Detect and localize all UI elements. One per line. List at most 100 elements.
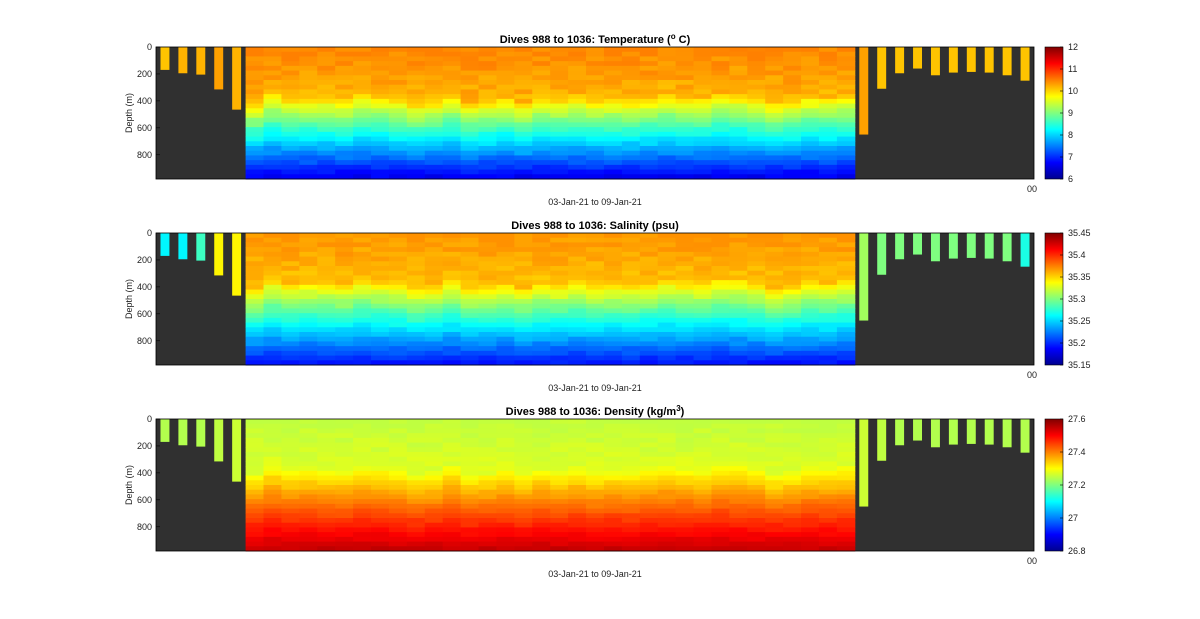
section-cell	[747, 536, 766, 543]
section-cell	[586, 122, 605, 128]
section-cell	[317, 256, 336, 262]
colorbar-tick-label: 35.15	[1068, 360, 1091, 370]
section-cell	[532, 117, 551, 123]
section-cell	[532, 423, 551, 429]
section-cell	[675, 313, 695, 319]
section-cell	[353, 117, 372, 123]
section-cell	[729, 237, 748, 243]
section-cell	[711, 284, 730, 291]
section-cell	[747, 164, 766, 171]
section-cell	[317, 164, 336, 171]
section-cell	[263, 437, 282, 444]
section-cell	[371, 341, 390, 347]
section-cell	[371, 131, 390, 138]
section-cell	[621, 499, 641, 505]
section-cell	[550, 536, 569, 543]
section-cell	[729, 327, 748, 333]
section-cell	[639, 489, 659, 495]
section-cell	[532, 475, 551, 481]
section-cell	[801, 419, 820, 425]
section-cell	[478, 284, 497, 291]
section-cell	[747, 355, 766, 361]
section-cell	[299, 499, 318, 505]
section-cell	[550, 256, 569, 262]
section-cell	[603, 452, 623, 458]
section-cell	[478, 341, 497, 347]
section-cell	[424, 466, 444, 472]
section-cell	[406, 327, 426, 333]
section-cell	[353, 280, 372, 286]
section-cell	[532, 141, 551, 147]
section-cell	[245, 131, 265, 138]
section-cell	[765, 108, 784, 114]
section-cell	[424, 261, 444, 267]
section-cell	[675, 70, 695, 76]
section-cell	[371, 117, 390, 123]
section-cell	[836, 122, 856, 128]
section-cell	[783, 355, 802, 361]
section-cell	[783, 518, 802, 524]
section-cell	[317, 322, 336, 328]
section-cell	[514, 447, 533, 453]
section-cell	[442, 513, 462, 519]
section-cell	[657, 131, 677, 138]
section-cell	[783, 508, 802, 514]
section-cell	[693, 341, 712, 347]
section-cell	[801, 341, 820, 347]
section-cell	[514, 160, 533, 166]
section-cell	[657, 456, 677, 462]
section-cell	[675, 299, 695, 305]
section-cell	[550, 270, 569, 276]
section-cell	[317, 327, 336, 333]
section-cell	[801, 433, 820, 439]
section-cell	[335, 475, 354, 481]
section-cell	[586, 527, 605, 533]
section-cell	[729, 136, 748, 142]
section-cell	[783, 360, 802, 366]
section-cell	[388, 169, 408, 175]
section-cell	[603, 433, 623, 439]
section-cell	[783, 485, 802, 491]
section-cell	[621, 98, 641, 105]
section-cell	[317, 466, 336, 472]
section-cell	[299, 242, 318, 248]
section-cell	[442, 275, 462, 281]
section-cell	[747, 237, 766, 243]
section-cell	[693, 146, 712, 152]
section-cell	[388, 103, 408, 109]
section-cell	[801, 146, 820, 152]
section-cell	[424, 489, 444, 495]
section-cell	[299, 466, 318, 472]
section-cell	[478, 266, 497, 272]
section-cell	[532, 456, 551, 462]
section-cell	[765, 84, 784, 90]
section-cell	[586, 461, 605, 467]
section-cell	[317, 251, 336, 258]
section-cell	[281, 503, 300, 510]
section-cell	[818, 428, 838, 434]
section-cell	[603, 89, 623, 95]
section-cell	[514, 466, 533, 472]
section-cell	[263, 94, 282, 100]
section-cell	[299, 136, 318, 142]
section-cell	[532, 299, 551, 305]
section-cell	[657, 437, 677, 444]
section-cell	[496, 423, 515, 429]
section-cell	[801, 532, 820, 538]
section-cell	[747, 122, 766, 128]
section-cell	[783, 122, 802, 128]
section-cell	[639, 499, 659, 505]
section-cell	[371, 174, 390, 180]
section-cell	[568, 536, 587, 543]
section-cell	[675, 98, 695, 105]
dive-profile-bar	[196, 419, 206, 447]
section-cell	[711, 508, 730, 514]
section-cell	[335, 303, 354, 309]
section-cell	[801, 113, 820, 119]
section-cell	[747, 280, 766, 286]
section-cell	[657, 103, 677, 109]
section-cell	[245, 508, 265, 514]
section-cell	[603, 136, 623, 142]
section-cell	[801, 160, 820, 166]
section-cell	[550, 80, 569, 86]
